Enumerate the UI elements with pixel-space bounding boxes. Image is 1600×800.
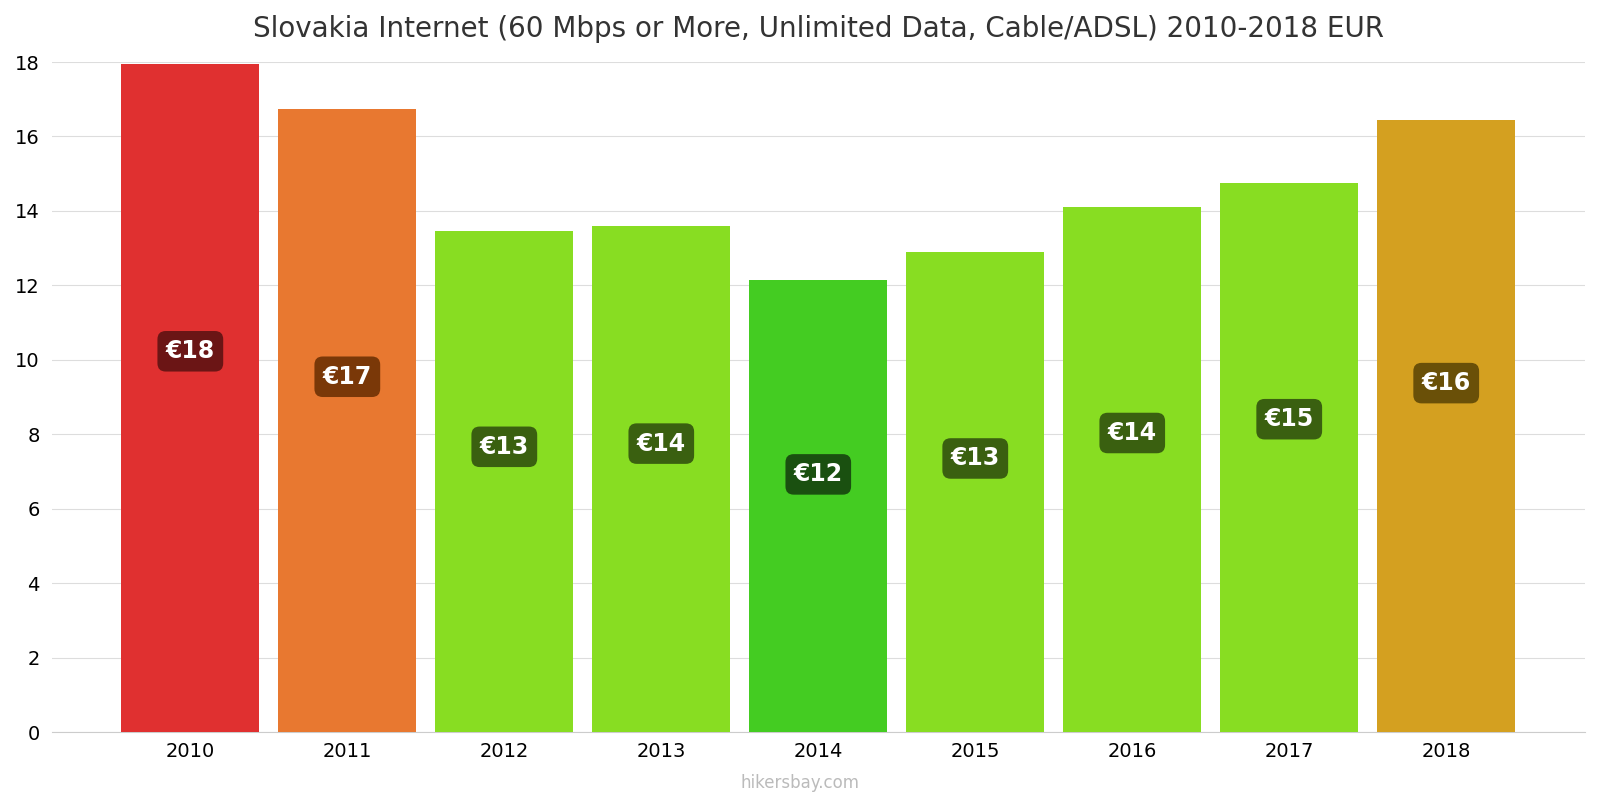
Bar: [435, 231, 573, 732]
Text: €16: €16: [1421, 371, 1470, 395]
Bar: [592, 226, 730, 732]
Bar: [749, 280, 888, 732]
Bar: [1378, 120, 1515, 732]
Text: €18: €18: [166, 339, 214, 363]
Text: €14: €14: [637, 432, 686, 456]
Text: €12: €12: [794, 462, 843, 486]
Bar: [1062, 207, 1202, 732]
Bar: [906, 252, 1045, 732]
Text: €15: €15: [1264, 407, 1314, 431]
Text: €17: €17: [323, 365, 371, 389]
Bar: [1221, 183, 1358, 732]
Text: €14: €14: [1107, 421, 1157, 445]
Bar: [122, 64, 259, 732]
Text: €13: €13: [950, 446, 1000, 470]
Bar: [278, 109, 416, 732]
Text: €13: €13: [480, 434, 530, 458]
Text: hikersbay.com: hikersbay.com: [741, 774, 859, 792]
Title: Slovakia Internet (60 Mbps or More, Unlimited Data, Cable/ADSL) 2010-2018 EUR: Slovakia Internet (60 Mbps or More, Unli…: [253, 15, 1384, 43]
